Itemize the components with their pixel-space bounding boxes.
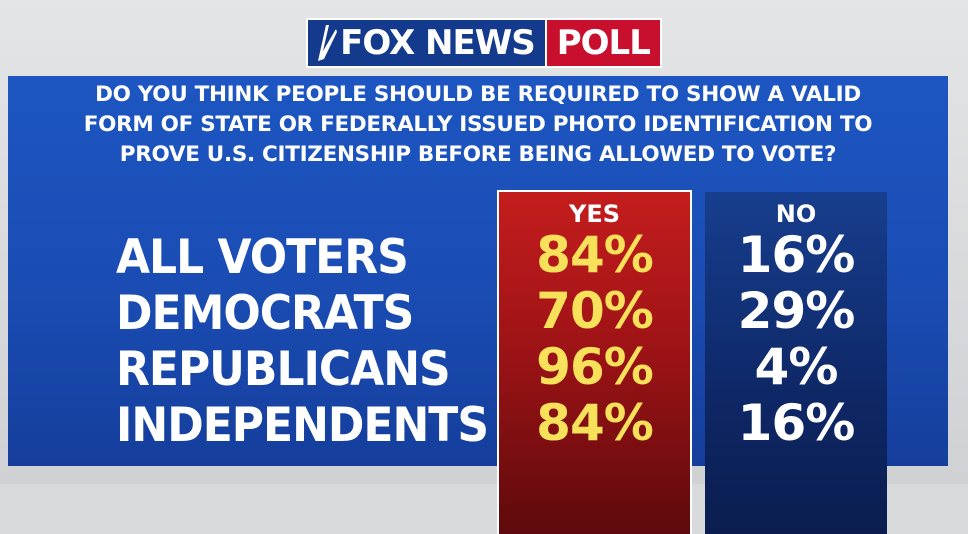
- row-label: INDEPENDENTS: [116, 397, 489, 454]
- question-line-2: FORM OF STATE OR FEDERALLY ISSUED PHOTO …: [83, 112, 873, 137]
- question-line-1: DO YOU THINK PEOPLE SHOULD BE REQUIRED T…: [95, 82, 861, 107]
- yes-value: 96%: [536, 338, 654, 396]
- no-value: 4%: [754, 338, 839, 396]
- fox-swoosh-icon: [318, 25, 338, 61]
- no-value: 29%: [737, 282, 856, 340]
- fox-news-poll-logo: FOX NEWS POLL: [306, 18, 662, 68]
- poll-panel: DO YOU THINK PEOPLE SHOULD BE REQUIRED T…: [8, 76, 948, 534]
- header: FOX NEWS POLL: [0, 12, 968, 74]
- yes-column: YES 84% 70% 96% 84%: [499, 192, 690, 534]
- no-column: NO 16% 29% 4% 16%: [705, 192, 887, 534]
- yes-column-header: YES: [568, 200, 621, 228]
- poll-badge: POLL: [544, 18, 662, 68]
- no-column-header: NO: [775, 200, 817, 228]
- brand-text: FOX NEWS: [340, 23, 536, 63]
- no-value: 16%: [737, 394, 856, 452]
- row-label: DEMOCRATS: [116, 285, 414, 342]
- yes-value: 84%: [536, 226, 654, 284]
- row-label: ALL VOTERS: [116, 229, 409, 286]
- yes-value: 70%: [536, 282, 654, 340]
- fox-news-wordmark: FOX NEWS: [306, 18, 545, 68]
- row-label: REPUBLICANS: [116, 341, 451, 398]
- poll-question: DO YOU THINK PEOPLE SHOULD BE REQUIRED T…: [8, 80, 948, 170]
- no-value: 16%: [737, 226, 856, 284]
- question-line-3: PROVE U.S. CITIZENSHIP BEFORE BEING ALLO…: [119, 142, 837, 167]
- yes-value: 84%: [536, 394, 654, 452]
